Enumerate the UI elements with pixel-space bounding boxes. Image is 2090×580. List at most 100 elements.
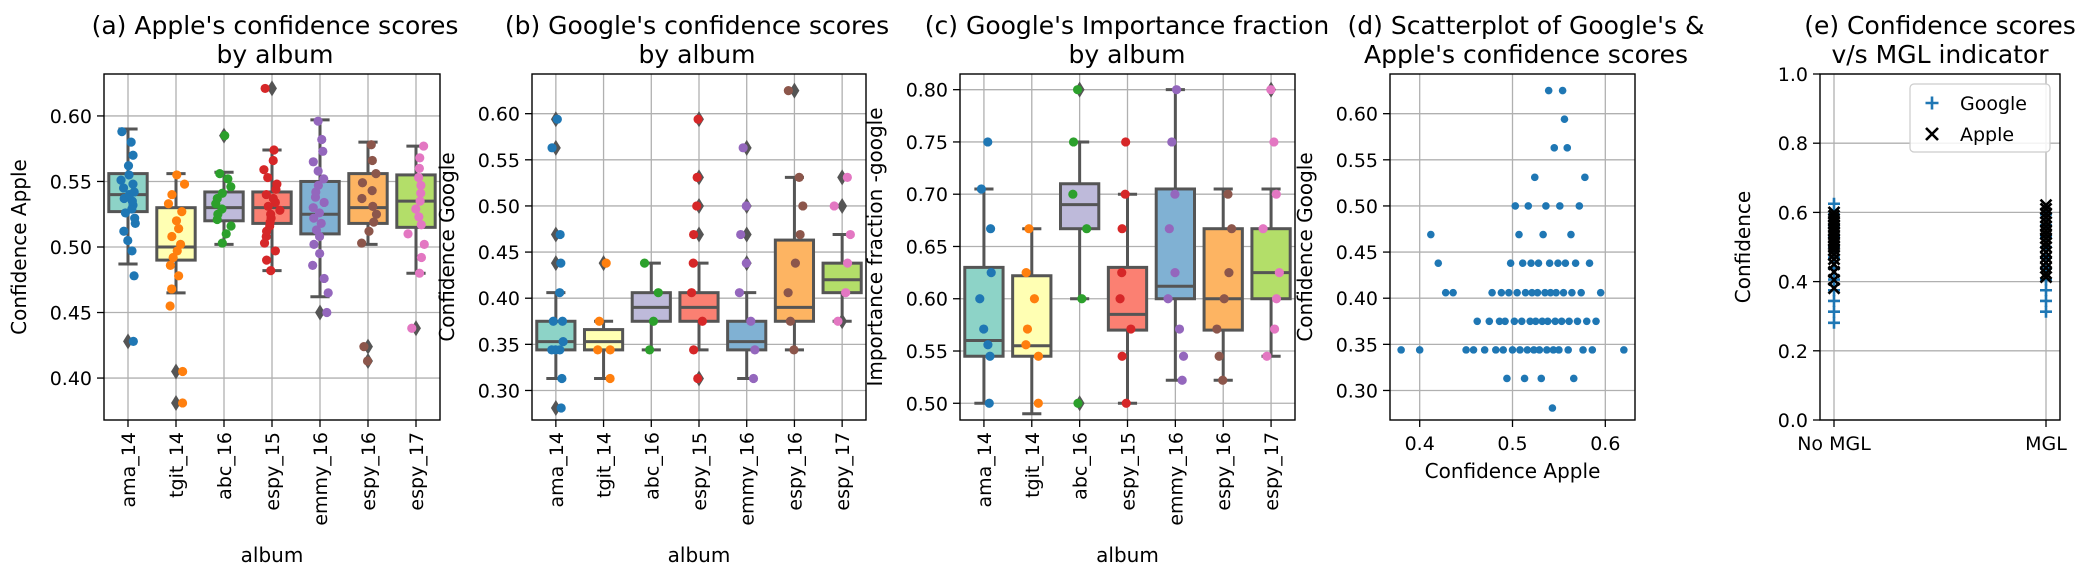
apple-marker bbox=[1827, 257, 1841, 271]
y-tick-label: 0.8 bbox=[1778, 133, 1808, 155]
scatter-point bbox=[1427, 230, 1435, 239]
strip-point bbox=[605, 373, 615, 384]
y-tick-label: 0.55 bbox=[906, 341, 948, 363]
strip-point bbox=[407, 323, 417, 333]
strip-point bbox=[172, 170, 182, 180]
outlier-marker bbox=[694, 226, 704, 243]
google-marker bbox=[2040, 294, 2052, 307]
strip-point bbox=[368, 201, 378, 211]
strip-point bbox=[313, 180, 323, 191]
strip-point bbox=[129, 187, 139, 197]
y-tick-label: 0.60 bbox=[478, 104, 520, 126]
strip-point bbox=[128, 179, 138, 189]
strip-point bbox=[414, 212, 424, 222]
scatter-point bbox=[1550, 144, 1559, 152]
strip-point bbox=[362, 356, 373, 366]
strip-point bbox=[319, 273, 329, 284]
strip-point bbox=[357, 193, 367, 204]
strip-point bbox=[639, 258, 650, 268]
strip-point bbox=[171, 216, 182, 226]
strip-point bbox=[364, 226, 374, 236]
legend-apple-marker bbox=[1925, 127, 1939, 141]
strip-point bbox=[1212, 324, 1222, 334]
panel-title: (a) Apple's confidence scores bbox=[92, 11, 459, 40]
scatter-point bbox=[1560, 115, 1569, 124]
strip-point bbox=[783, 86, 793, 96]
scatter-point bbox=[1533, 288, 1542, 297]
panel-d: 0.30 0.35 0.40 0.45 0.50 0.55 0.60 (d) Scatterp… bbox=[1293, 11, 1704, 483]
strip-point bbox=[985, 224, 996, 234]
x-tick-label: ama_14 bbox=[118, 432, 140, 507]
strip-point bbox=[841, 288, 851, 298]
scatter-point bbox=[1551, 317, 1559, 326]
box-emmy_16 bbox=[1154, 187, 1196, 301]
y-tick-label: 0.45 bbox=[478, 242, 520, 264]
google-marker bbox=[1828, 284, 1840, 297]
strip-point bbox=[790, 258, 800, 268]
y-tick-label: 0.6 bbox=[1778, 202, 1808, 224]
x-tick-label: espy_16 bbox=[358, 432, 380, 511]
strip-point bbox=[1024, 224, 1034, 234]
y-tick-label: 0.40 bbox=[478, 288, 520, 310]
x-axis-label: album bbox=[1096, 543, 1159, 567]
strip-point bbox=[175, 239, 186, 249]
strip-point bbox=[123, 161, 134, 171]
strip-point bbox=[688, 258, 698, 268]
strip-point bbox=[1033, 398, 1043, 408]
strip-point bbox=[314, 208, 324, 218]
strip-point bbox=[1117, 351, 1127, 361]
scatter-point bbox=[1543, 317, 1552, 326]
y-tick-label: 0.60 bbox=[50, 106, 92, 128]
strip-point bbox=[411, 204, 421, 214]
strip-point bbox=[1171, 85, 1182, 95]
strip-point bbox=[789, 345, 799, 355]
strip-point bbox=[1121, 137, 1131, 147]
strip-point bbox=[419, 239, 429, 249]
strip-point bbox=[117, 127, 127, 137]
x-tick-label: espy_15 bbox=[1118, 432, 1140, 511]
panel-e: 0.0 0.2 0.4 0.6 0.8 1.0 (e) Confidence scoresv… bbox=[1731, 11, 2076, 455]
outlier-marker bbox=[171, 363, 181, 380]
x-tick-label: espy_15 bbox=[689, 432, 711, 511]
scatter-point bbox=[1569, 374, 1578, 383]
strip-point bbox=[979, 324, 989, 334]
y-tick-label: 0.30 bbox=[478, 380, 520, 402]
scatter-point bbox=[1543, 346, 1551, 354]
strip-point bbox=[1262, 351, 1272, 361]
scatter-point bbox=[1571, 259, 1580, 267]
strip-point bbox=[268, 193, 278, 204]
scatter-point bbox=[1530, 346, 1538, 354]
x-tick-label: tgit_14 bbox=[1022, 432, 1044, 498]
x-tick-label: abc_16 bbox=[1070, 432, 1092, 500]
strip-point bbox=[1274, 268, 1284, 278]
strip-point bbox=[313, 166, 323, 176]
strip-point bbox=[1269, 324, 1280, 334]
scatter-point bbox=[1469, 346, 1478, 354]
strip-point bbox=[217, 204, 227, 214]
y-tick-label: 1.0 bbox=[1778, 64, 1808, 86]
x-tick-label: tgit_14 bbox=[594, 432, 616, 498]
strip-point bbox=[167, 231, 177, 242]
panel-title: v/s MGL indicator bbox=[1831, 40, 2049, 69]
strip-point bbox=[1072, 85, 1083, 95]
strip-point bbox=[179, 179, 190, 189]
panel-title: (b) Google's confidence scores bbox=[505, 11, 889, 40]
y-tick-label: 0.50 bbox=[1336, 196, 1378, 218]
outlier-marker bbox=[267, 80, 277, 97]
scatter-point bbox=[1575, 202, 1584, 210]
apple-marker bbox=[1827, 209, 1841, 223]
strip-point bbox=[266, 209, 276, 219]
y-tick-label: 0.65 bbox=[906, 236, 948, 258]
scatter-point bbox=[1545, 259, 1554, 267]
scatter-point bbox=[1473, 317, 1482, 326]
outlier-marker bbox=[789, 82, 800, 99]
panel-title: (c) Google's Importance fraction bbox=[925, 11, 1329, 40]
strip-point bbox=[316, 218, 326, 229]
strip-point bbox=[167, 284, 177, 294]
x-tick-label: ama_14 bbox=[974, 432, 996, 507]
strip-point bbox=[601, 258, 611, 268]
x-axis-label: album bbox=[241, 543, 304, 567]
legend-label: Google bbox=[1960, 93, 2027, 115]
legend-label: Apple bbox=[1960, 124, 2014, 146]
